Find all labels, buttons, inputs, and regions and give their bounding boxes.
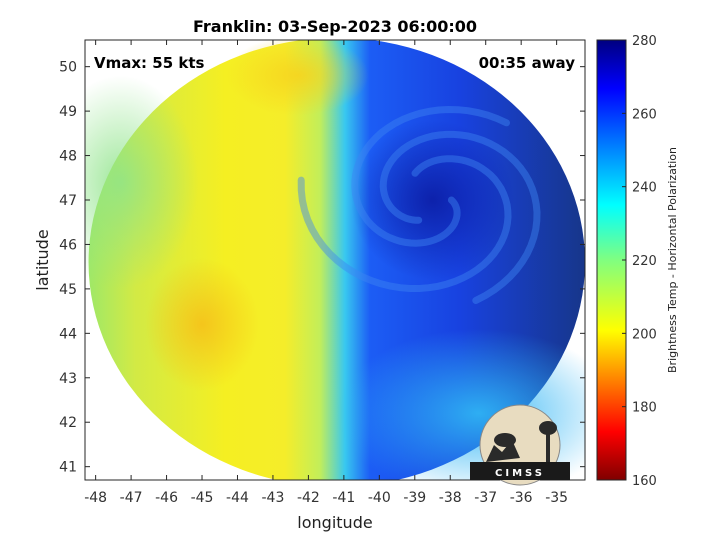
colorbar-tick-label: 240 bbox=[632, 181, 657, 196]
x-tick-label: -35 bbox=[545, 490, 568, 506]
colorbar-tick-label: 220 bbox=[632, 254, 657, 269]
y-tick-label: 42 bbox=[59, 415, 77, 431]
colorbar-tick-label: 280 bbox=[632, 34, 657, 49]
x-axis-label: longitude bbox=[297, 513, 372, 532]
y-tick-label: 45 bbox=[59, 282, 77, 298]
x-tick-label: -48 bbox=[84, 490, 107, 506]
y-axis-ticks: 41 42 43 44 45 46 47 48 49 50 bbox=[59, 60, 585, 476]
x-tick-label: -41 bbox=[332, 490, 355, 506]
spiral-band bbox=[351, 105, 510, 247]
x-tick-label: -39 bbox=[403, 490, 426, 506]
colorbar-tick-label: 200 bbox=[632, 327, 657, 342]
spiral-band bbox=[379, 130, 541, 304]
x-tick-label: -46 bbox=[155, 490, 178, 506]
y-tick-label: 47 bbox=[59, 193, 77, 209]
spiral-bands bbox=[297, 105, 541, 304]
spiral-band bbox=[297, 155, 512, 292]
vmax-annotation: Vmax: 55 kts bbox=[94, 54, 204, 72]
time-away-annotation: 00:35 away bbox=[479, 54, 576, 72]
x-tick-label: -45 bbox=[191, 490, 214, 506]
colorbar-tick-label: 260 bbox=[632, 107, 657, 122]
x-axis-ticks: -48 -47 -46 -45 -44 -43 -42 -41 -40 -39 -38 -37 -36-… bbox=[84, 40, 568, 506]
x-tick-label: -43 bbox=[262, 490, 285, 506]
y-tick-label: 46 bbox=[59, 237, 77, 253]
y-tick-label: 43 bbox=[59, 371, 77, 387]
x-tick-label: -47 bbox=[120, 490, 143, 506]
colorbar-tick-label: 160 bbox=[632, 474, 657, 489]
cimss-logo: CIMSS bbox=[470, 404, 570, 486]
colorbar-tick-label: 180 bbox=[632, 401, 657, 416]
x-tick-label: -44 bbox=[226, 490, 249, 506]
y-tick-label: 49 bbox=[59, 104, 77, 120]
north-warm-region bbox=[226, 40, 369, 116]
chart-title: Franklin: 03-Sep-2023 06:00:00 bbox=[193, 17, 477, 36]
swath-edge-region bbox=[85, 75, 199, 289]
y-tick-label: 44 bbox=[59, 326, 77, 342]
storm-core bbox=[350, 120, 515, 280]
x-tick-label: -40 bbox=[368, 490, 391, 506]
y-tick-label: 41 bbox=[59, 460, 77, 476]
plot-border bbox=[84, 39, 586, 481]
colorbar-ticks: 160 180 200 220 240 260 280 bbox=[622, 34, 657, 489]
x-tick-label: -38 bbox=[439, 490, 462, 506]
y-axis-label: latitude bbox=[33, 229, 52, 290]
x-tick-label: -36 bbox=[510, 490, 533, 506]
warm-region bbox=[145, 257, 259, 392]
logo-text: CIMSS bbox=[495, 468, 545, 479]
colorbar bbox=[596, 39, 627, 481]
colorbar-label: Brightness Temp - Horizontal Polarizatio… bbox=[666, 147, 679, 373]
x-tick-label: -37 bbox=[474, 490, 497, 506]
x-tick-label: -42 bbox=[297, 490, 320, 506]
y-tick-label: 50 bbox=[59, 60, 77, 76]
y-tick-label: 48 bbox=[59, 149, 77, 165]
